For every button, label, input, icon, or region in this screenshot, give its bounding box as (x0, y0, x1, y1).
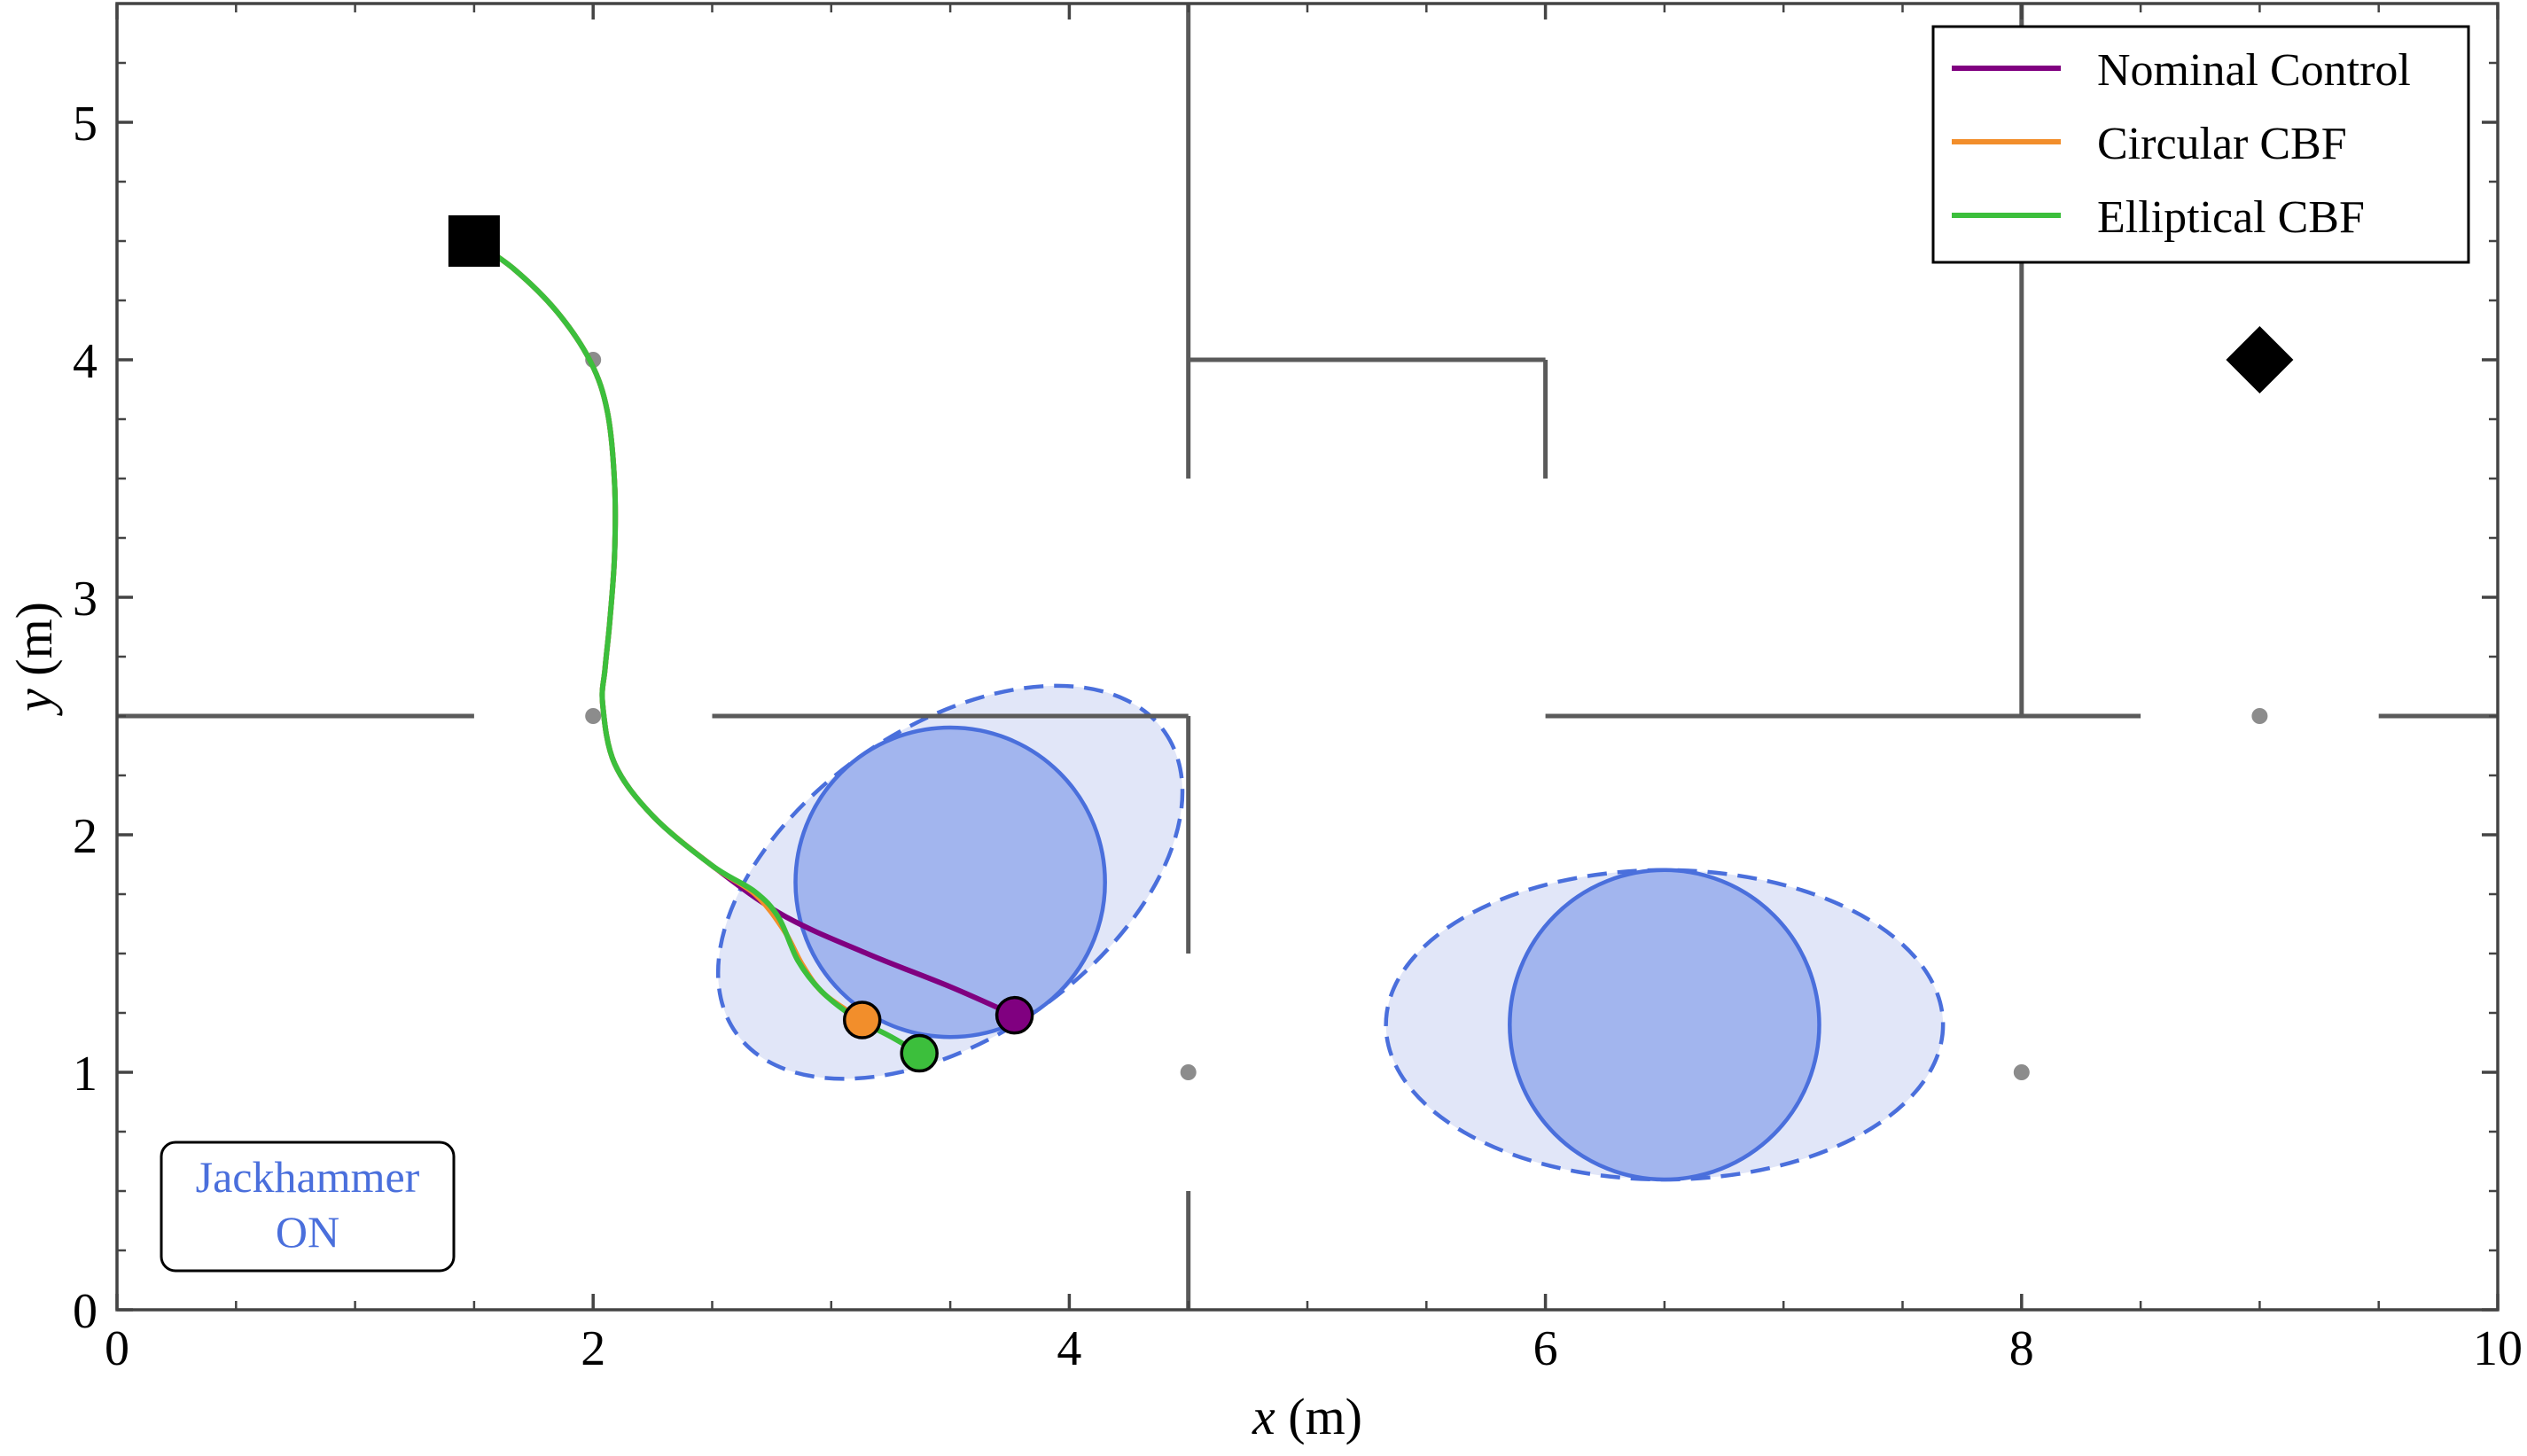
annotation-box (160, 1141, 456, 1273)
start-marker (448, 215, 500, 267)
x-tick-label: 4 (1057, 1321, 1081, 1376)
trajectories (471, 238, 1018, 1056)
legend-label-nominal: Nominal Control (2097, 45, 2411, 96)
x-tick-label: 0 (105, 1321, 129, 1376)
y-tick-label: 1 (73, 1047, 97, 1102)
y-axis-label: y (m) (5, 602, 63, 716)
x-tick-label: 8 (2009, 1321, 2034, 1376)
x-tick-label: 2 (581, 1321, 605, 1376)
waypoint-3 (1180, 1064, 1197, 1080)
markers (448, 215, 2294, 1073)
annotation-line-2: ON (276, 1207, 339, 1257)
axis-ticks: 0 2 4 6 8 10 0 1 2 3 4 5 (73, 4, 2523, 1376)
waypoint-5 (2251, 708, 2268, 724)
jackhammer-annotation: Jackhammer ON (160, 1141, 456, 1273)
legend: Nominal Control Circular CBF Elliptical … (1931, 25, 2470, 264)
y-tick-label: 4 (73, 334, 97, 389)
y-axis-unit: (m) (5, 602, 63, 689)
x-tick-label: 10 (2473, 1321, 2523, 1376)
x-axis-label: x (m) (1252, 1388, 1362, 1445)
endpoint-elliptical-cbf (900, 1033, 939, 1073)
trajectory-elliptical-cbf (471, 238, 923, 1056)
goal-marker (2226, 326, 2294, 393)
y-tick-label: 3 (73, 572, 97, 627)
y-axis-var: y (5, 689, 63, 716)
obstacle-1-circle (793, 725, 1107, 1039)
x-tick-label: 6 (1533, 1321, 1558, 1376)
y-tick-label: 0 (73, 1284, 97, 1339)
legend-label-circular: Circular CBF (2097, 119, 2347, 169)
x-axis-unit: (m) (1275, 1388, 1362, 1445)
obstacle-2-circle (1508, 868, 1821, 1182)
y-tick-label: 2 (73, 809, 97, 864)
waypoint-4 (2013, 1064, 2030, 1080)
y-tick-label: 5 (73, 97, 97, 152)
legend-label-elliptical: Elliptical CBF (2097, 192, 2365, 243)
x-axis-var: x (1252, 1388, 1275, 1445)
endpoint-circular-cbf (842, 1001, 882, 1039)
annotation-line-1: Jackhammer (196, 1152, 420, 1202)
endpoint-nominal-control (994, 995, 1034, 1035)
waypoint-2 (585, 708, 602, 724)
obstacles (715, 683, 1946, 1182)
